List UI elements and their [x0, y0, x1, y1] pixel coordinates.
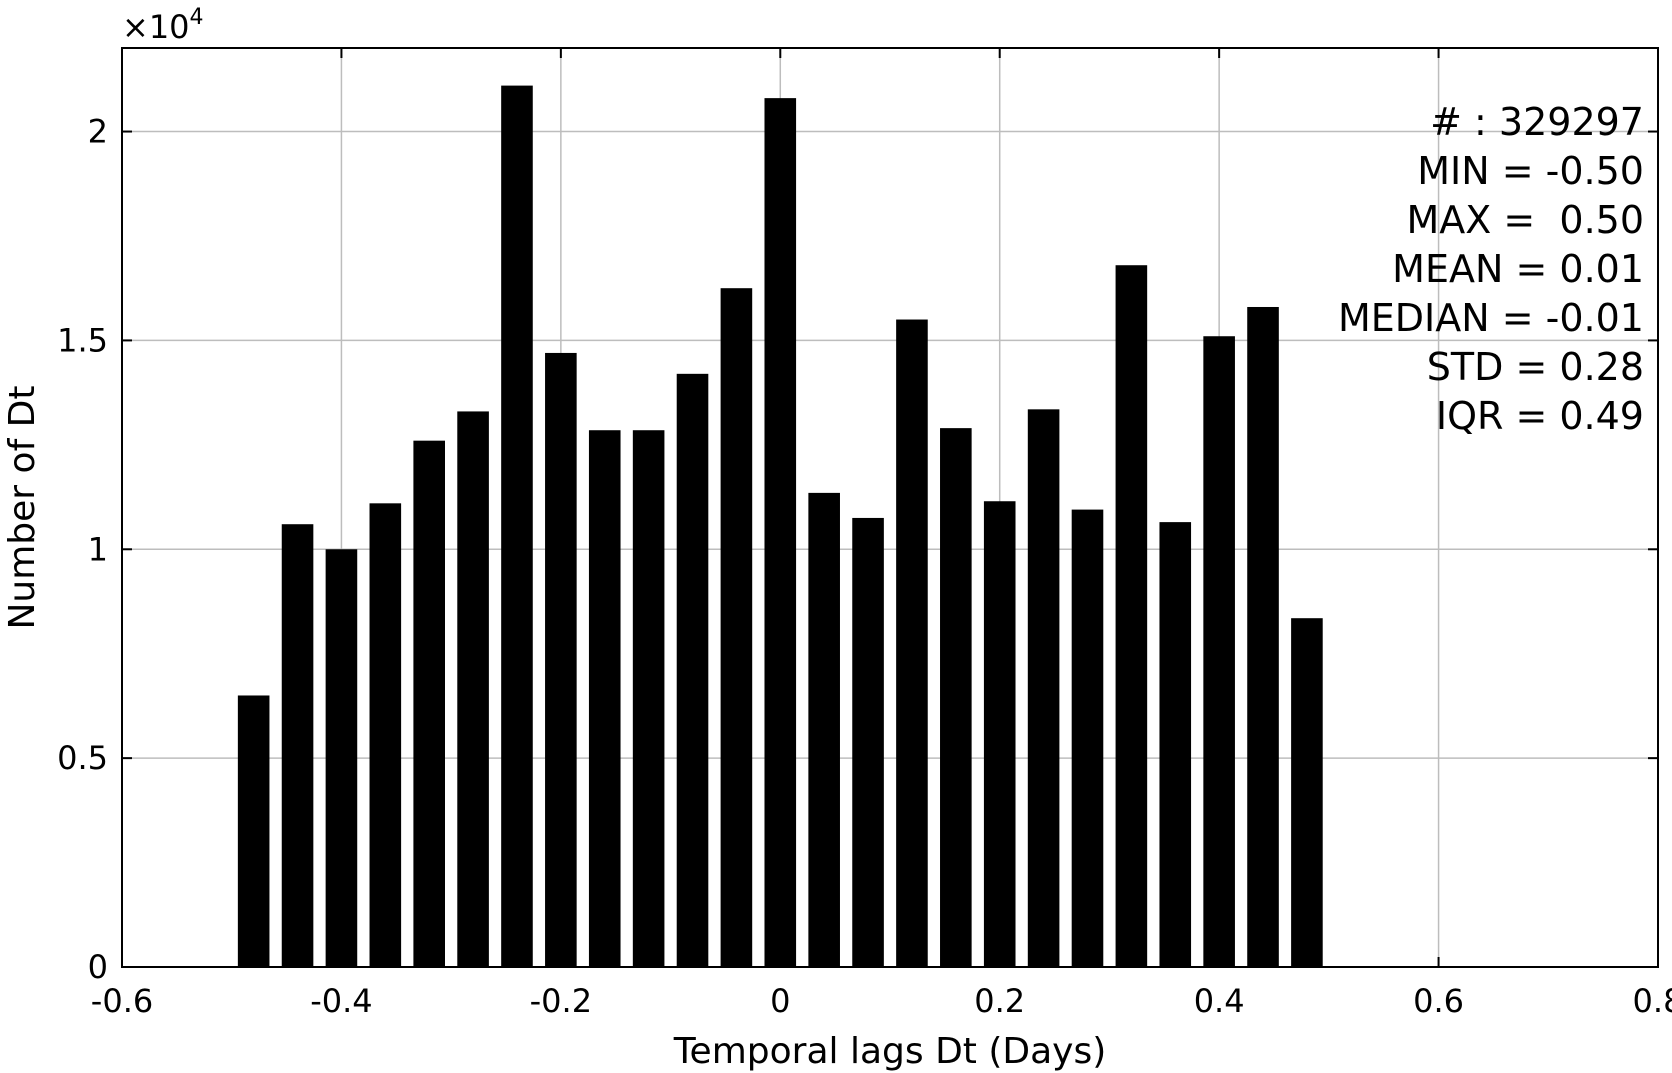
histogram-bar — [1291, 618, 1323, 967]
y-multiplier-exponent: 4 — [190, 5, 204, 30]
y-multiplier-base: ×10 — [122, 8, 190, 46]
histogram-bar — [545, 352, 577, 967]
stat-line: MIN = -0.50 — [1417, 149, 1644, 193]
x-tick-label: 0.6 — [1413, 982, 1464, 1020]
y-axis-label: Number of Dt — [2, 385, 43, 629]
histogram-bar — [940, 428, 972, 967]
histogram-bar — [632, 430, 665, 967]
y-tick-label: 0 — [88, 948, 108, 986]
x-tick-label: -0.2 — [530, 982, 592, 1020]
histogram-bar — [1203, 336, 1235, 967]
histogram-bar — [1159, 522, 1192, 967]
histogram-bar — [1071, 509, 1104, 967]
statistics-annotation: # : 329297 MIN = -0.50 MAX = 0.50 MEAN = 0.… — [1338, 100, 1644, 438]
histogram-bar — [369, 503, 402, 967]
histogram-bar — [413, 440, 445, 967]
y-tick-label: 1 — [88, 530, 108, 568]
stat-line: MAX = 0.50 — [1407, 198, 1645, 242]
histogram-bar — [588, 430, 621, 967]
x-tick-labels: -0.6 -0.4 -0.2 0 0.2 0.4 0.6 0.8 — [91, 48, 1672, 1020]
bars — [237, 85, 1323, 968]
stat-line: STD = 0.28 — [1427, 345, 1644, 389]
x-axis-label: Temporal lags Dt (Days) — [673, 1031, 1107, 1072]
stat-line: MEDIAN = -0.01 — [1338, 296, 1644, 340]
x-tick-label: 0 — [770, 982, 790, 1020]
y-axis-multiplier: ×104 — [122, 5, 204, 46]
histogram-bar — [457, 411, 489, 967]
histogram-bar — [720, 288, 753, 967]
x-tick-label: -0.4 — [310, 982, 372, 1020]
histogram-bar — [808, 492, 840, 967]
histogram-bar — [983, 501, 1016, 967]
y-tick-label: 2 — [88, 113, 108, 151]
x-tick-label: 0.4 — [1194, 982, 1245, 1020]
histogram-bar — [764, 98, 797, 968]
histogram-bar — [852, 517, 884, 967]
histogram-bar — [676, 373, 709, 967]
histogram-bar — [501, 85, 533, 967]
histogram-bar — [1115, 265, 1148, 968]
histogram-bar — [896, 319, 928, 968]
y-tick-label: 0.5 — [57, 739, 108, 777]
histogram-bar — [1247, 306, 1279, 967]
plot-frame — [121, 47, 1659, 968]
x-tick-label: 0.2 — [974, 982, 1025, 1020]
x-tick-label: -0.6 — [91, 982, 153, 1020]
histogram-bar — [325, 549, 358, 967]
y-tick-label: 1.5 — [57, 321, 108, 359]
histogram-bar — [281, 524, 314, 967]
histogram-bar — [1027, 409, 1060, 967]
histogram-bar — [237, 695, 270, 967]
stat-line: IQR = 0.49 — [1436, 394, 1644, 438]
stat-line: MEAN = 0.01 — [1392, 247, 1644, 291]
x-tick-label: 0.8 — [1633, 982, 1672, 1020]
stat-line: # : 329297 — [1430, 100, 1644, 144]
y-tick-labels: 0 0.5 1 1.5 2 — [57, 113, 1658, 986]
